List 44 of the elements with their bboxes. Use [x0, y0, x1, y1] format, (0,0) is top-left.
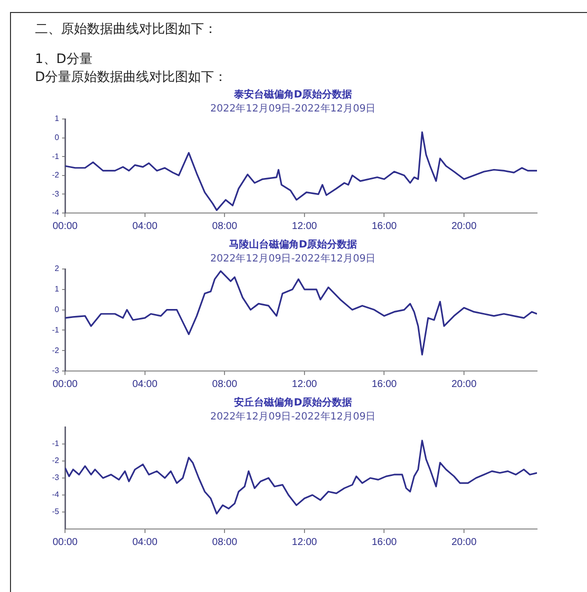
x-tick-label: 12:00 [292, 536, 318, 548]
x-tick-label: 04:00 [132, 220, 158, 232]
y-tick-label: -2 [52, 170, 60, 180]
x-tick-label: 16:00 [372, 536, 398, 548]
y-tick-label: -1 [52, 439, 60, 448]
x-tick-label: 08:00 [212, 220, 238, 232]
y-tick-label: 0 [54, 133, 60, 142]
y-tick-label: -1 [52, 152, 60, 161]
x-tick-label: 00:00 [52, 220, 78, 232]
y-tick-label: -4 [52, 208, 60, 218]
y-tick-label: -2 [52, 456, 60, 466]
x-tick-label: 00:00 [52, 378, 78, 390]
chart-title: 安丘台磁偏角D原始分数据 [234, 396, 352, 409]
y-tick-label: -4 [52, 490, 60, 500]
x-tick-label: 04:00 [132, 536, 158, 548]
x-tick-label: 12:00 [292, 378, 318, 390]
y-tick-label: -5 [52, 507, 60, 516]
x-tick-label: 20:00 [451, 220, 477, 232]
x-tick-label: 08:00 [212, 536, 238, 548]
chart-subtitle: 2022年12月09日-2022年12月09日 [210, 252, 376, 265]
y-tick-label: 1 [54, 284, 60, 294]
x-tick-label: 08:00 [212, 378, 238, 390]
x-tick-label: 04:00 [132, 378, 158, 390]
x-tick-label: 16:00 [372, 378, 398, 390]
y-tick-label: -3 [52, 189, 60, 198]
chart-subtitle: 2022年12月09日-2022年12月09日 [210, 410, 376, 423]
y-tick-label: 0 [54, 305, 60, 314]
chart-subtitle: 2022年12月09日-2022年12月09日 [210, 102, 376, 115]
text: 1、D分量 [35, 51, 94, 69]
y-tick-label: -1 [52, 325, 60, 334]
x-tick-label: 12:00 [292, 220, 318, 232]
text: D分量原始数据曲线对比图如下： [35, 69, 228, 87]
chart-title: 泰安台磁偏角D原始分数据 [232, 88, 352, 101]
x-tick-label: 16:00 [372, 220, 398, 232]
chart-title: 马陵山台磁偏角D原始分数据 [228, 238, 358, 251]
y-tick-label: -2 [52, 346, 60, 355]
x-tick-label: 00:00 [52, 536, 78, 548]
y-tick-label: 2 [54, 264, 60, 274]
x-tick-label: 20:00 [451, 536, 477, 548]
y-tick-label: -3 [52, 366, 60, 376]
y-tick-label: 1 [54, 114, 60, 124]
x-tick-label: 20:00 [451, 378, 477, 390]
y-tick-label: -3 [52, 473, 60, 482]
text: 二、原始数据曲线对比图如下： [35, 21, 218, 39]
